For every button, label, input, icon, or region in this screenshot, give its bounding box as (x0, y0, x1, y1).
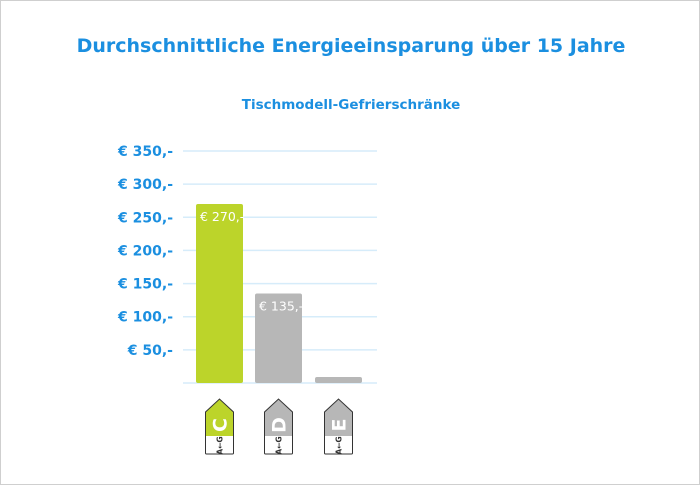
y-tick-label: € 350,- (117, 144, 173, 160)
tag-outline (324, 398, 353, 455)
y-tick-label: € 250,- (117, 210, 173, 226)
chart-title: Durchschnittliche Energieeinsparung über… (76, 35, 626, 57)
tag-outline (205, 398, 234, 455)
tag-outline (264, 398, 293, 455)
tag-top (264, 399, 293, 436)
tag-top (205, 399, 234, 436)
energy-class-letter: E (329, 419, 351, 432)
bar-C (196, 204, 243, 383)
chart-subtitle: Tischmodell-Gefrierschränke (241, 97, 461, 113)
y-tick-label: € 50,- (127, 343, 173, 359)
energy-class-tag-D (264, 398, 293, 455)
energy-scale-label: A←G (216, 436, 225, 454)
energy-class-tag-C (205, 398, 234, 455)
bar-D (255, 293, 302, 383)
energy-class-tag-E (324, 398, 353, 455)
tag-top (324, 399, 353, 436)
data-label: € 270,- (200, 209, 244, 224)
energy-scale-label: A←G (275, 436, 284, 454)
energy-class-letter: D (269, 417, 291, 433)
bar-E (315, 377, 362, 383)
y-tick-label: € 100,- (117, 310, 173, 326)
y-tick-label: € 200,- (117, 243, 173, 259)
energy-class-letter: C (210, 418, 232, 432)
y-tick-label: € 150,- (117, 277, 173, 293)
y-tick-label: € 300,- (117, 177, 173, 193)
data-label: € 135,- (259, 299, 303, 314)
energy-scale-label: A←G (335, 436, 344, 454)
